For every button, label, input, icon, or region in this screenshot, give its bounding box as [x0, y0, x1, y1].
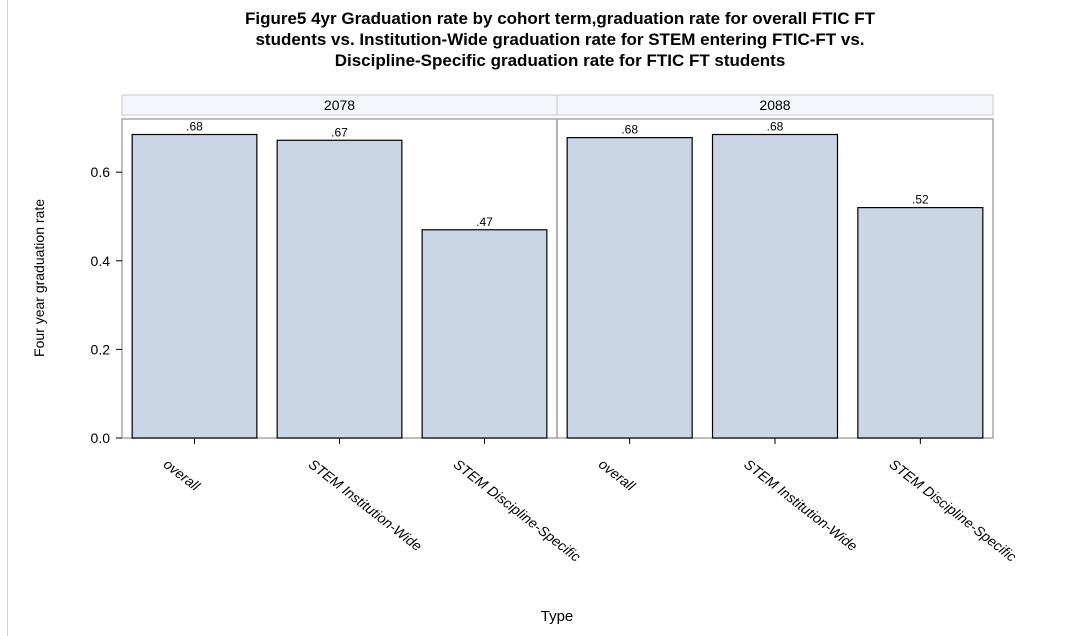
panel-header-label: 2078 [324, 97, 355, 113]
x-axis-label: Type [541, 608, 574, 625]
bar [276, 139, 403, 439]
y-tick-label: 0.0 [91, 430, 111, 446]
y-axis: 0.0 0.2 0.4 0.6 [91, 119, 123, 446]
chart-title-line: students vs. Institution-Wide graduation… [255, 30, 865, 49]
bar-data-label: .68 [621, 123, 638, 137]
x-tick-label: STEM Discipline-Specific [886, 456, 1019, 565]
bar [857, 207, 984, 439]
bar [131, 133, 258, 439]
chart-title-line: Discipline-Specific graduation rate for … [334, 51, 786, 70]
bar [566, 137, 693, 439]
bar-data-label: .68 [767, 120, 784, 134]
x-tick-label: STEM Institution-Wide [306, 456, 426, 554]
y-axis-label: Four year graduation rate [31, 199, 47, 357]
x-tick-label: STEM Discipline-Specific [451, 456, 584, 565]
bar-data-label: .67 [331, 125, 348, 139]
bar-data-label: .47 [476, 215, 493, 229]
x-tick-label: overall [596, 456, 639, 495]
panel: 2088 .68 overall .68 STEM Institution-Wide .5… [556, 94, 1020, 565]
y-tick-label: 0.4 [91, 253, 111, 269]
chart-title: Figure5 4yr Graduation rate by cohort te… [60, 8, 1060, 71]
bar [421, 229, 548, 439]
panel-header [556, 94, 994, 116]
bar-data-label: .52 [912, 193, 929, 207]
bar [711, 133, 839, 439]
chart-title-line: Figure5 4yr Graduation rate by cohort te… [244, 9, 876, 28]
bar-data-label: .68 [186, 120, 203, 134]
x-tick-label: overall [161, 456, 204, 495]
y-tick-label: 0.6 [91, 164, 111, 180]
y-tick-label: 0.2 [91, 341, 111, 357]
panel: 2078 .68 overall .67 STEM Institution-Wide .4… [121, 94, 584, 565]
panel-header-label: 2088 [759, 97, 790, 113]
panels-layer: 2078 .68 overall .67 STEM Institution-Wide .4… [121, 94, 1020, 565]
figure-border [7, 0, 8, 636]
x-tick-label: STEM Institution-Wide [741, 456, 861, 554]
